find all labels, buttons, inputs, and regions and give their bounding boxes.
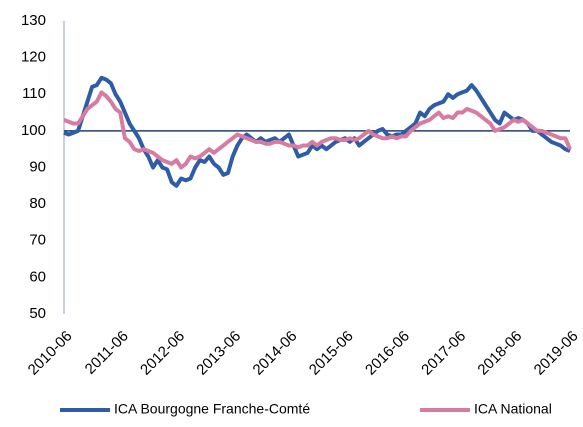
y-tick-label: 70 <box>29 232 46 249</box>
y-tick-label: 90 <box>29 158 46 175</box>
y-tick-label: 130 <box>21 12 46 29</box>
series-line <box>63 75 571 188</box>
y-tick-label: 60 <box>29 268 46 285</box>
y-tick-label: 120 <box>21 49 46 66</box>
x-tick-label: 2010-06 <box>25 328 76 379</box>
x-tick-label: 2017-06 <box>418 328 469 379</box>
x-tick-label: 2018-06 <box>474 328 525 379</box>
y-tick-label: 50 <box>29 305 46 322</box>
x-tick-label: 2012-06 <box>137 328 188 379</box>
x-tick-label: 2011-06 <box>82 328 132 378</box>
legend-label: ICA National <box>474 401 552 417</box>
legend-label: ICA Bourgogne Franche-Comté <box>114 401 310 417</box>
x-tick-label: 2014-06 <box>250 328 301 379</box>
x-tick-label: 2019-06 <box>531 328 582 379</box>
series-line <box>63 90 572 170</box>
x-tick-label: 2016-06 <box>362 328 413 379</box>
x-tick-label: 2015-06 <box>306 328 357 379</box>
x-tick-label: 2013-06 <box>193 328 244 379</box>
y-tick-label: 100 <box>21 122 46 139</box>
y-tick-label: 110 <box>22 85 46 102</box>
y-tick-label: 80 <box>29 195 46 212</box>
